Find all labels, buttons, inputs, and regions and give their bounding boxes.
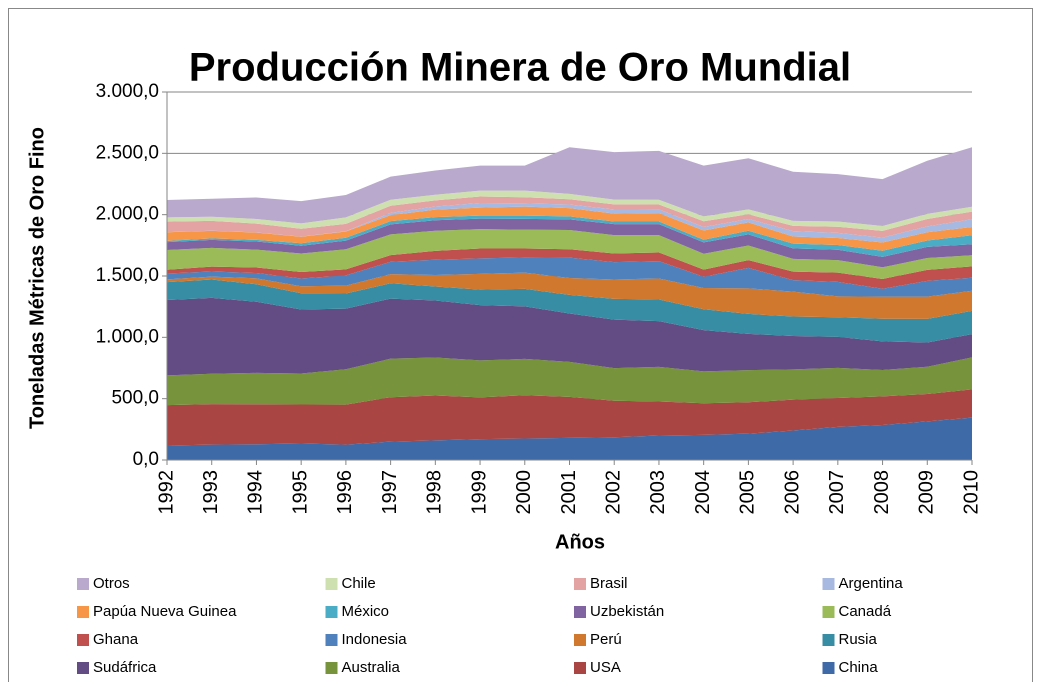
legend-label: Otros <box>93 575 130 592</box>
legend-swatch <box>574 578 586 590</box>
legend-swatch <box>325 606 338 618</box>
x-tick-label: 1998 <box>424 470 446 515</box>
x-tick-label: 2008 <box>871 470 893 515</box>
legend-label: Chile <box>342 575 376 592</box>
y-tick-label: 1.000,0 <box>96 326 159 347</box>
y-tick-label: 2.000,0 <box>96 204 159 225</box>
legend-label: Australia <box>342 659 401 676</box>
x-tick-label: 2004 <box>692 470 714 515</box>
legend-label: Argentina <box>839 575 904 592</box>
legend-swatch <box>325 578 338 590</box>
x-tick-label: 2007 <box>826 470 848 515</box>
legend-swatch <box>822 634 835 646</box>
area <box>167 218 972 268</box>
y-tick-label: 0,0 <box>133 449 159 470</box>
area <box>167 203 972 243</box>
x-tick-label: 2009 <box>916 470 938 515</box>
area <box>167 272 972 319</box>
legend-swatch <box>77 634 89 646</box>
y-tick-label: 2.500,0 <box>96 142 159 163</box>
area <box>167 190 972 231</box>
legend-swatch <box>574 662 586 674</box>
y-axis-title: Toneladas Métricas de Oro Fino <box>26 127 48 429</box>
y-tick-label: 1.500,0 <box>96 265 159 286</box>
legend-label: Sudáfrica <box>93 659 157 676</box>
x-tick-label: 2002 <box>603 470 625 515</box>
x-tick-label: 1992 <box>155 470 177 515</box>
legend-label: Indonesia <box>342 631 408 648</box>
area <box>167 248 972 289</box>
area <box>167 297 972 376</box>
legend-swatch <box>325 634 338 646</box>
legend-label: Papúa Nueva Guinea <box>93 603 237 620</box>
x-tick-label: 2010 <box>960 470 982 515</box>
area <box>167 279 972 343</box>
x-tick-label: 1994 <box>245 470 267 515</box>
legend-label: Brasil <box>590 575 628 592</box>
legend-swatch <box>77 606 89 618</box>
x-tick-label: 1999 <box>468 470 490 515</box>
legend-label: Uzbekistán <box>590 603 664 620</box>
x-tick-label: 2001 <box>558 470 580 515</box>
legend-swatch <box>822 662 835 674</box>
x-tick-label: 2005 <box>737 470 759 515</box>
legend-swatch <box>574 634 586 646</box>
y-tick-label: 3.000,0 <box>96 81 159 102</box>
legend-swatch <box>77 662 89 674</box>
legend-label: Perú <box>590 631 622 648</box>
legend-label: USA <box>590 659 621 676</box>
area <box>167 357 972 406</box>
x-tick-label: 2000 <box>513 470 535 515</box>
legend-swatch <box>574 606 586 618</box>
area <box>167 147 972 226</box>
legend-swatch <box>822 606 835 618</box>
legend-swatch <box>325 662 338 674</box>
legend-label: Ghana <box>93 631 139 648</box>
area <box>167 257 972 297</box>
legend-label: Canadá <box>839 603 892 620</box>
x-tick-label: 1996 <box>334 470 356 515</box>
x-tick-label: 2003 <box>647 470 669 515</box>
legend-label: México <box>342 603 390 620</box>
legend-label: China <box>839 659 879 676</box>
area <box>167 229 972 279</box>
area <box>167 417 972 460</box>
legend-swatch <box>822 578 835 590</box>
area <box>167 389 972 446</box>
area <box>167 215 972 257</box>
chart-title: Producción Minera de Oro Mundial <box>189 46 851 90</box>
x-tick-label: 1993 <box>200 470 222 515</box>
y-tick-label: 500,0 <box>111 388 159 409</box>
x-tick-label: 2006 <box>781 470 803 515</box>
area <box>167 196 972 238</box>
legend-label: Rusia <box>839 631 878 648</box>
x-tick-label: 1997 <box>379 470 401 515</box>
legend-swatch <box>77 578 89 590</box>
x-axis-title: Años <box>555 531 605 553</box>
area <box>167 206 972 251</box>
x-tick-label: 1995 <box>289 470 311 515</box>
